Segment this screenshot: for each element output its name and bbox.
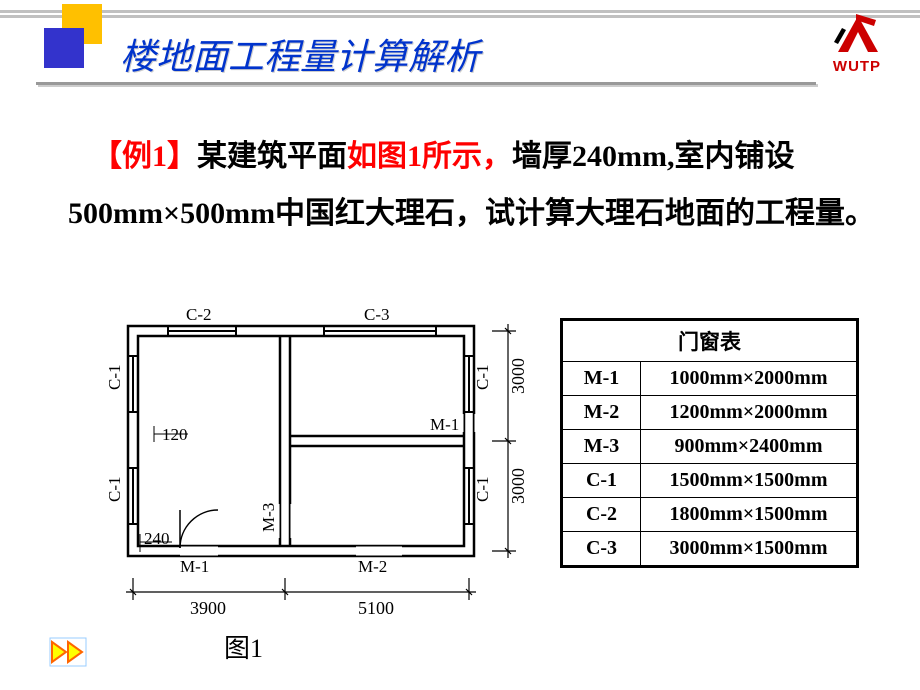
header-stripe-1 [0, 10, 920, 13]
label-c3: C-3 [364, 305, 390, 324]
label-240: 240 [144, 529, 170, 548]
dim-3900: 3900 [190, 598, 226, 618]
label-m1-2: M-1 [430, 415, 459, 434]
figure-caption: 图1 [224, 628, 263, 665]
dim-3000b: 3000 [508, 468, 528, 504]
page-title: 楼地面工程量计算解析 [120, 28, 480, 80]
table-row: M-21200mm×2000mm [563, 396, 857, 430]
accent-square-blue [44, 28, 84, 68]
logo-icon [828, 10, 886, 60]
label-m2: M-2 [358, 557, 387, 576]
dim-5100: 5100 [358, 598, 394, 618]
example-label: 【例1】 [92, 140, 197, 173]
label-c1-4: C-1 [473, 477, 492, 503]
text-red: 如图1所示， [347, 140, 512, 173]
label-c1-2: C-1 [105, 477, 124, 503]
problem-text: 【例1】某建筑平面如图1所示，墙厚240mm,室内铺设500mm×500mm中国… [68, 128, 880, 242]
table-title: 门窗表 [563, 321, 857, 362]
table-row: C-11500mm×1500mm [563, 464, 857, 498]
dim-3000a: 3000 [508, 358, 528, 394]
table-row: C-33000mm×1500mm [563, 532, 857, 566]
door-window-table: 门窗表 M-11000mm×2000mm M-21200mm×2000mm M-… [560, 318, 859, 568]
table-row: M-11000mm×2000mm [563, 362, 857, 396]
label-c1-3: C-1 [473, 365, 492, 391]
text-1: 某建筑平面 [197, 140, 347, 173]
label-m1: M-1 [180, 557, 209, 576]
table-row: C-21800mm×1500mm [563, 498, 857, 532]
table-row: M-3900mm×2400mm [563, 430, 857, 464]
header-divider [36, 82, 816, 85]
label-m3: M-3 [259, 503, 278, 532]
label-c1-1: C-1 [105, 365, 124, 391]
header-stripe-2 [0, 15, 920, 18]
next-button[interactable] [48, 634, 94, 670]
logo-text: WUTP [818, 58, 896, 75]
label-c2: C-2 [186, 305, 212, 324]
floor-plan-diagram: C-2 C-3 C-1 C-1 C-1 C-1 M-1 M-2 M-3 M-1 … [68, 296, 544, 626]
logo: WUTP [818, 10, 896, 75]
